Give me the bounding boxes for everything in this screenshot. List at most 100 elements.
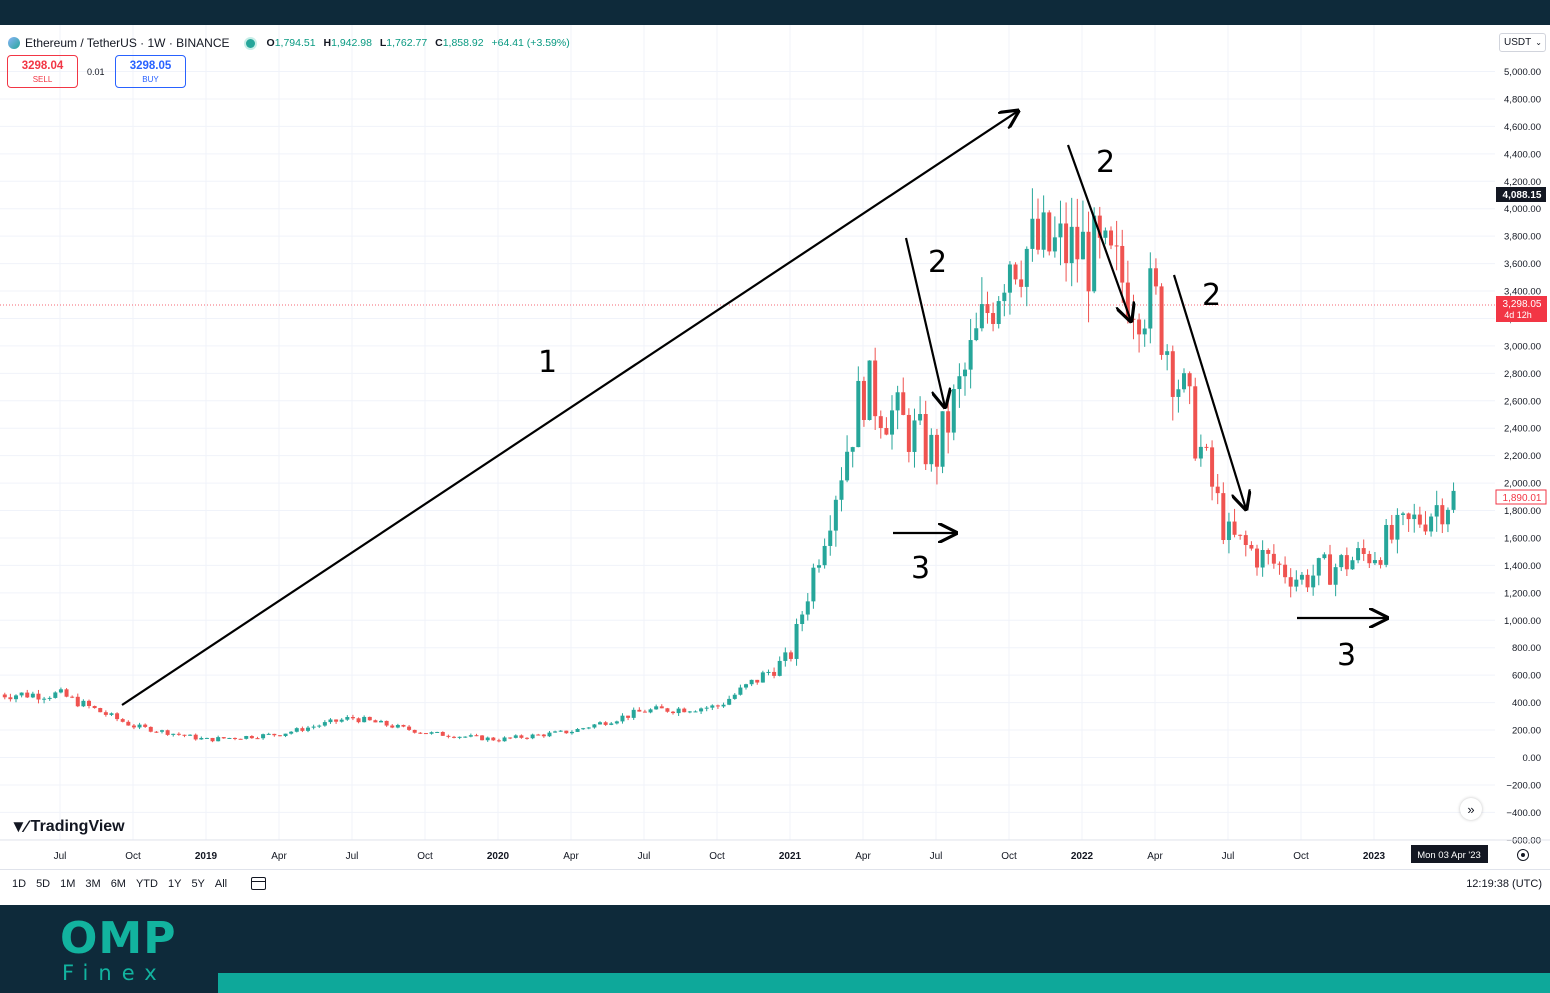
range-ytd-button[interactable]: YTD	[135, 877, 158, 890]
candle-body	[334, 719, 339, 722]
candle-body	[418, 732, 423, 734]
candle-body	[878, 416, 883, 429]
price-tick-label: 0.00	[1523, 753, 1542, 764]
range-6m-button[interactable]: 6M	[110, 877, 126, 890]
gear-icon[interactable]	[1517, 849, 1529, 861]
range-5d-button[interactable]: 5D	[36, 877, 51, 890]
annotations: 1 2 2 2 3 3	[121, 111, 1387, 706]
candle-body	[783, 652, 788, 661]
candle-body	[940, 411, 945, 467]
candle-body	[963, 369, 968, 377]
annotation-label-3a: 3	[911, 551, 930, 586]
candle-body	[8, 697, 13, 700]
tradingview-logo[interactable]: ▼⁄ TradingView	[10, 817, 125, 837]
crosshair-price-label: 4,088.15	[1503, 190, 1542, 201]
candle-body	[176, 733, 181, 735]
trend-arrow-2c	[1172, 274, 1246, 509]
candle-body	[569, 731, 574, 734]
candle-body	[1097, 215, 1102, 238]
range-3m-button[interactable]: 3M	[85, 877, 101, 890]
sell-button[interactable]: 3298.04 SELL	[7, 55, 78, 88]
candle-body	[1080, 231, 1085, 260]
candle-body	[143, 724, 148, 727]
candle-body	[1232, 521, 1237, 535]
brand-stripe	[218, 973, 1550, 993]
trend-arrow-2a	[904, 237, 945, 407]
candle-body	[861, 380, 866, 420]
ohlc-open: O1,794.51	[266, 37, 316, 49]
candle-body	[1288, 577, 1293, 587]
candle-body	[1445, 509, 1450, 525]
candle-body	[81, 700, 86, 707]
utc-clock[interactable]: 12:19:38 (UTC)	[1466, 878, 1542, 890]
calendar-icon[interactable]	[251, 877, 267, 890]
candle-body	[1277, 563, 1282, 565]
candle-body	[1384, 524, 1389, 565]
candle-body	[1069, 226, 1074, 264]
candle-body	[979, 304, 984, 329]
countdown-label: 4d 12h	[1504, 310, 1532, 320]
candle-body	[1423, 524, 1428, 532]
candle-body	[249, 736, 254, 739]
range-1y-button[interactable]: 1Y	[167, 877, 182, 890]
candle-body	[1271, 553, 1276, 564]
candle-body	[536, 734, 541, 736]
time-tick-label: 2020	[487, 851, 510, 862]
candle-body	[103, 712, 108, 715]
candle-body	[496, 740, 501, 742]
brand-name: OMP	[60, 913, 177, 964]
candle-body	[182, 734, 187, 736]
symbol-title[interactable]: Ethereum / TetherUS · 1W · BINANCE	[25, 36, 230, 50]
candle-body	[575, 729, 580, 732]
candle-body	[126, 721, 131, 726]
buy-button[interactable]: 3298.05 BUY	[115, 55, 186, 88]
price-chart[interactable]: −600.00 −400.00 −200.00 0.00 200.00 400.00 600…	[0, 25, 1550, 905]
buy-label: BUY	[142, 74, 159, 84]
range-all-button[interactable]: All	[214, 877, 228, 890]
candle-body	[1367, 553, 1372, 564]
currency-select[interactable]: USDT ⌄	[1499, 33, 1546, 52]
candle-body	[1260, 549, 1265, 568]
candle-body	[423, 733, 428, 735]
price-tick-label: 3,600.00	[1504, 259, 1541, 270]
price-tick-label: −600.00	[1506, 835, 1541, 846]
time-tick-label: Jul	[346, 851, 359, 862]
price-tick-label: 2,200.00	[1504, 451, 1541, 462]
candle-body	[1131, 318, 1136, 320]
candle-body	[322, 722, 327, 726]
candle-body	[255, 738, 260, 740]
annotation-label-2b: 2	[1096, 145, 1115, 180]
candle-body	[985, 304, 990, 314]
brand-subname: Finex	[62, 961, 167, 985]
ohlc-values: O1,794.51 H1,942.98 L1,762.77 C1,858.92 …	[267, 37, 575, 49]
candle-body	[704, 707, 709, 709]
candle-body	[1350, 560, 1355, 570]
candle-body	[1170, 351, 1175, 397]
candle-body	[1299, 574, 1304, 580]
scroll-to-realtime-button[interactable]: »	[1460, 798, 1482, 820]
range-5y-button[interactable]: 5Y	[191, 877, 205, 890]
candle-body	[131, 725, 136, 728]
candle-body	[1036, 218, 1041, 250]
market-status-icon[interactable]	[245, 38, 255, 48]
price-tick-label: 4,800.00	[1504, 94, 1541, 105]
candle-body	[1120, 245, 1125, 283]
candle-body	[233, 737, 238, 739]
candle-body	[1333, 567, 1338, 585]
candle-body	[289, 731, 294, 734]
time-tick-label: Oct	[1001, 851, 1017, 862]
range-1m-button[interactable]: 1M	[60, 877, 76, 890]
candle-body	[216, 737, 221, 742]
candle-body	[1142, 328, 1147, 335]
candle-body	[710, 705, 715, 708]
candle-body	[760, 672, 765, 683]
range-1d-button[interactable]: 1D	[12, 877, 27, 890]
candle-body	[923, 414, 928, 465]
candle-body	[47, 697, 52, 699]
candle-body	[1412, 514, 1417, 520]
price-tick-label: 2,600.00	[1504, 396, 1541, 407]
tradingview-mark-icon: ▼⁄	[10, 817, 28, 836]
candle-body	[87, 700, 92, 706]
tradingview-wordmark: TradingView	[30, 818, 125, 835]
time-tick-label: 2023	[1363, 851, 1386, 862]
